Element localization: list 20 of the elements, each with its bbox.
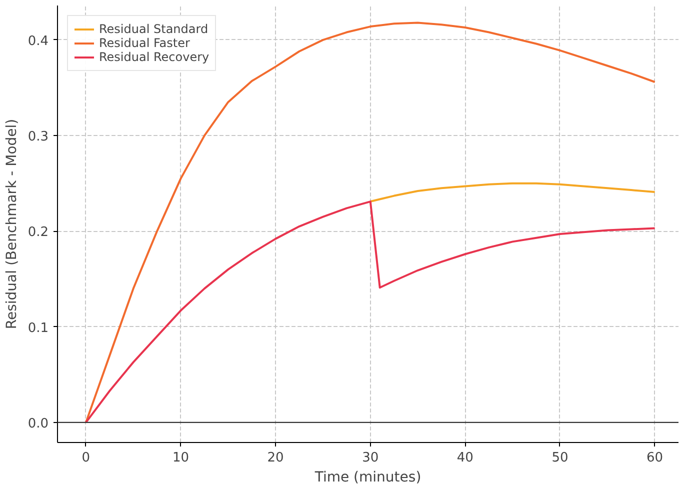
legend-label: Residual Faster	[99, 36, 190, 50]
y-tick-label: 0.0	[28, 416, 49, 432]
x-tick-label: 60	[646, 450, 664, 466]
x-tick-label: 30	[362, 450, 379, 466]
line-series	[369, 182, 656, 203]
x-tick-label: 10	[172, 450, 190, 466]
y-tick-label: 0.3	[28, 130, 49, 145]
y-tick-label: 0.2	[28, 225, 49, 240]
legend-label: Residual Standard	[99, 22, 208, 36]
x-tick-label: 50	[552, 450, 568, 466]
y-tick-label: 0.1	[28, 320, 49, 336]
y-axis-title: Residual (Benchmark - Model)	[4, 118, 20, 330]
line-series	[84, 200, 656, 424]
x-tick-label: 0	[82, 450, 90, 466]
x-tick-label: 20	[267, 450, 284, 466]
x-tick-label: 40	[456, 450, 474, 466]
line-series	[84, 22, 656, 424]
y-tick-label: 0.4	[28, 34, 49, 49]
legend-label: Residual Recovery	[99, 50, 210, 64]
x-axis-title: Time (minutes)	[314, 470, 422, 486]
